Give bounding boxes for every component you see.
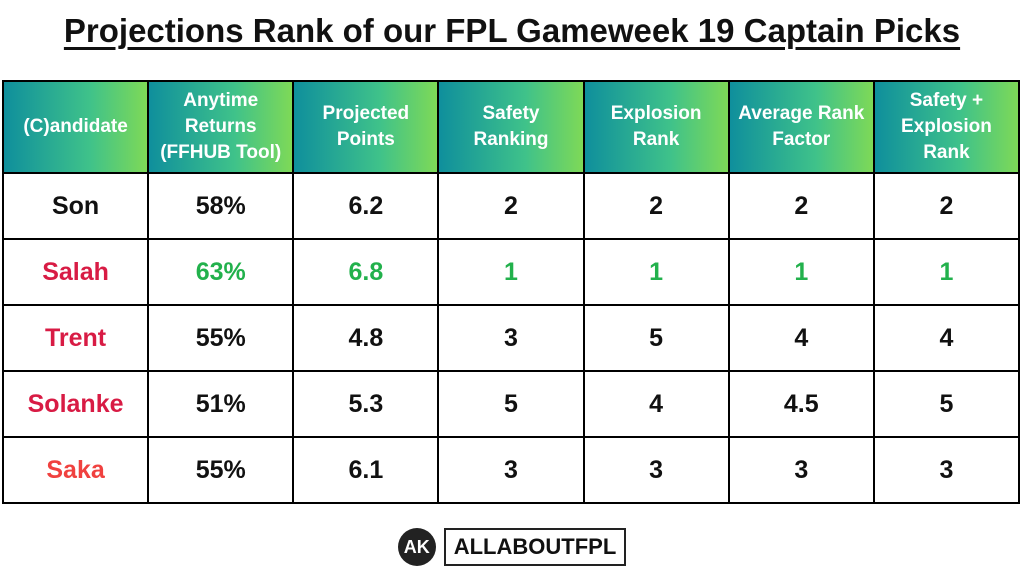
table-cell: 1 <box>582 238 730 306</box>
column-header: Safety + Explosion Rank <box>872 80 1021 174</box>
table-cell: 5 <box>582 304 730 372</box>
table-cell: 2 <box>437 172 585 240</box>
table-cell: 1 <box>727 238 875 306</box>
table-cell: 3 <box>582 436 730 504</box>
column-header: Projected Points <box>292 80 440 174</box>
candidate-name: Son <box>1 172 150 240</box>
table-cell: 6.8 <box>292 238 440 306</box>
table-cell: 2 <box>727 172 875 240</box>
table-row: Solanke 51% 5.3 5 4 4.5 5 <box>1 370 1021 438</box>
column-header: Anytime Returns (FFHUB Tool) <box>147 80 295 174</box>
table-cell: 5 <box>872 370 1021 438</box>
table-cell: 3 <box>437 436 585 504</box>
table-cell: 2 <box>582 172 730 240</box>
table-cell: 51% <box>147 370 295 438</box>
table-cell: 6.1 <box>292 436 440 504</box>
column-header: Explosion Rank <box>582 80 730 174</box>
table-cell: 3 <box>437 304 585 372</box>
table-cell: 2 <box>872 172 1021 240</box>
footer: AK ALLABOUTFPL <box>0 528 1024 566</box>
table-cell: 5 <box>437 370 585 438</box>
brand-name: ALLABOUTFPL <box>443 528 627 566</box>
candidate-name: Trent <box>1 304 150 372</box>
table-body: Son 58% 6.2 2 2 2 2 Salah 63% 6.8 1 1 1 1 Trent 55% 4.8 3… <box>1 172 1021 504</box>
table-cell: 58% <box>147 172 295 240</box>
table-row: Trent 55% 4.8 3 5 4 4 <box>1 304 1021 372</box>
table-cell: 3 <box>727 436 875 504</box>
table-cell: 63% <box>147 238 295 306</box>
table-cell: 55% <box>147 436 295 504</box>
header-row: (C)andidate Anytime Returns (FFHUB Tool) P… <box>1 80 1021 174</box>
candidate-name: Saka <box>1 436 150 504</box>
title: Projections Rank of our FPL Gameweek 19 … <box>63 12 961 49</box>
table-cell: 4 <box>872 304 1021 372</box>
table-cell: 3 <box>872 436 1021 504</box>
column-header: Average Rank Factor <box>727 80 875 174</box>
table-cell: 4.8 <box>292 304 440 372</box>
table-cell: 4 <box>582 370 730 438</box>
table-cell: 5.3 <box>292 370 440 438</box>
table-cell: 4.5 <box>727 370 875 438</box>
table-cell: 4 <box>727 304 875 372</box>
table-cell: 1 <box>872 238 1021 306</box>
table-row: Son 58% 6.2 2 2 2 2 <box>1 172 1021 240</box>
column-header: Safety Ranking <box>437 80 585 174</box>
column-header: (C)andidate <box>1 80 150 174</box>
projection-table: (C)andidate Anytime Returns (FFHUB Tool) P… <box>1 80 1021 504</box>
table-cell: 55% <box>147 304 295 372</box>
table-cell: 6.2 <box>292 172 440 240</box>
logo-badge: AK <box>397 528 436 566</box>
table-row: Saka 55% 6.1 3 3 3 3 <box>1 436 1021 504</box>
table-row: Salah 63% 6.8 1 1 1 1 <box>1 238 1021 306</box>
candidate-name: Solanke <box>1 370 150 438</box>
table-head: (C)andidate Anytime Returns (FFHUB Tool) P… <box>1 80 1021 174</box>
candidate-name: Salah <box>1 238 150 306</box>
table-cell: 1 <box>437 238 585 306</box>
